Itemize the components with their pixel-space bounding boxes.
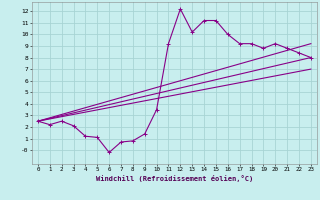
X-axis label: Windchill (Refroidissement éolien,°C): Windchill (Refroidissement éolien,°C) [96, 175, 253, 182]
